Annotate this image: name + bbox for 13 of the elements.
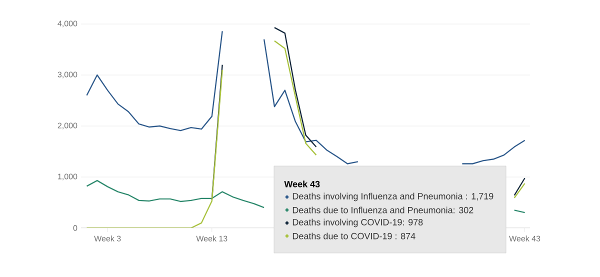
x-tick-label: Week 13 bbox=[196, 236, 228, 242]
annotation: Deaths due to Influenza and Pneumonia: 302 bbox=[292, 206, 474, 214]
text: Deaths due to COVID-19 : 874 bbox=[292, 232, 416, 240]
annotation: Week 43 bbox=[284, 180, 320, 188]
y-tick-label: 1,000 bbox=[58, 174, 78, 180]
y-tick-label: 4,000 bbox=[58, 20, 78, 28]
annotation: Deaths involving COVID-19: 978 bbox=[292, 218, 423, 228]
y-tick-label: 2,000 bbox=[58, 122, 78, 130]
x-tick-label: Week 43 bbox=[509, 236, 540, 242]
y-tick-label: 3,000 bbox=[58, 72, 78, 78]
annotation: Deaths involving Influenza and Pneumonia : 1,719 bbox=[292, 192, 494, 202]
y-tick-label: 0 bbox=[73, 225, 78, 231]
x-tick-label: Week 3 bbox=[94, 236, 121, 242]
